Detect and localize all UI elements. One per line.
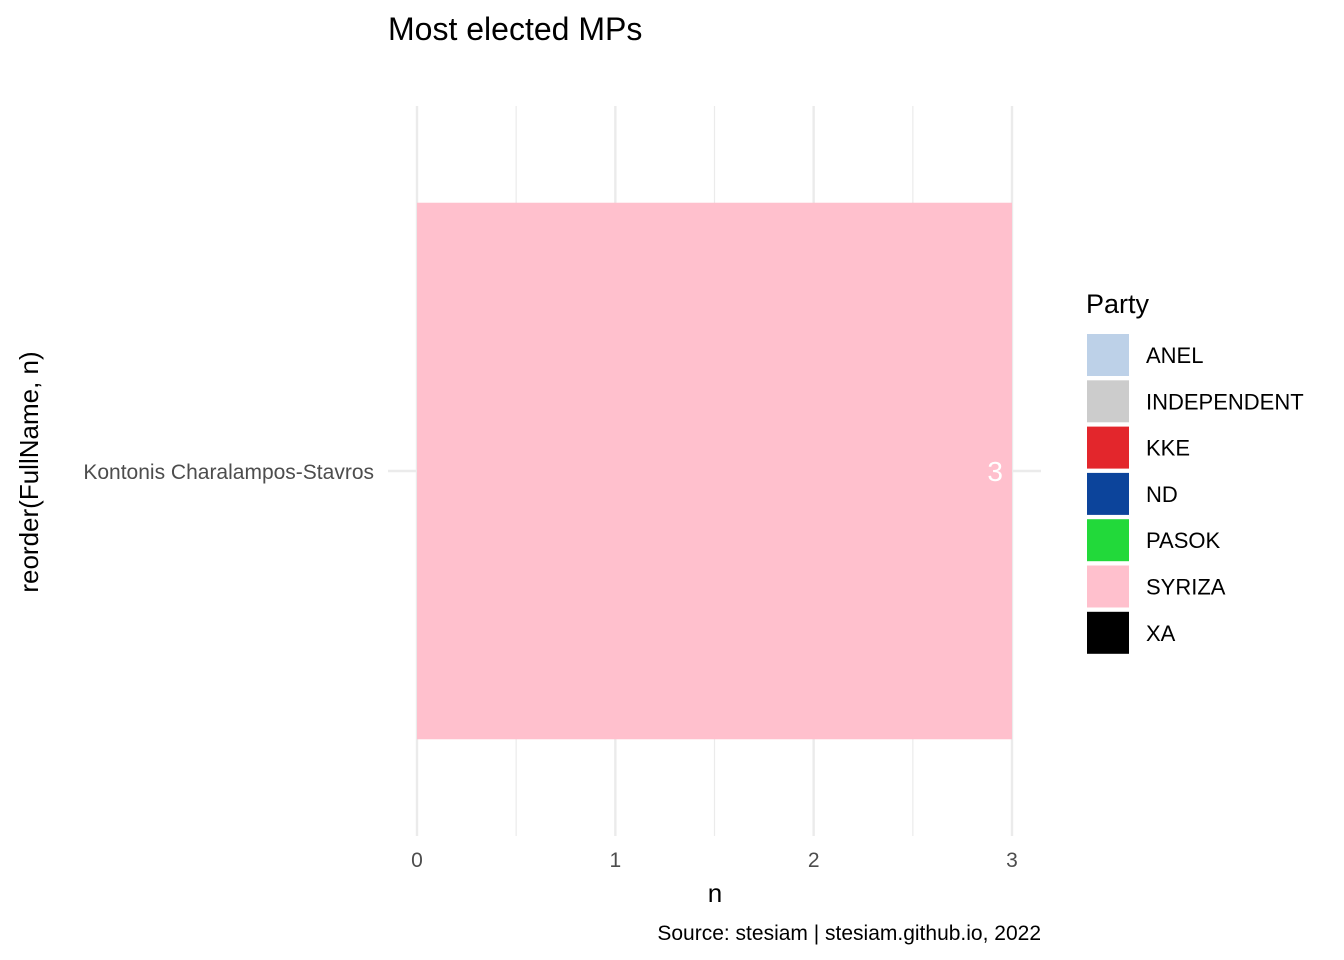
- legend-label: INDEPENDENT: [1146, 389, 1304, 414]
- legend-label: ND: [1146, 482, 1178, 507]
- caption: Source: stesiam | stesiam.github.io, 202…: [657, 922, 1041, 945]
- legend-key: [1087, 519, 1129, 562]
- data-labels: 3: [987, 456, 1003, 487]
- legend-label: ANEL: [1146, 343, 1203, 368]
- legend: Party ANEL INDEPENDENT KKE ND PASOK SYRIZA XA: [1086, 289, 1304, 654]
- x-axis-title: n: [708, 878, 722, 908]
- legend-title: Party: [1086, 289, 1150, 319]
- x-tick-label: 2: [808, 849, 820, 872]
- legend-key: [1087, 472, 1129, 515]
- legend-label: PASOK: [1146, 528, 1221, 553]
- chart-title: Most elected MPs: [388, 11, 642, 47]
- legend-key: [1087, 611, 1129, 654]
- bar: [417, 202, 1012, 740]
- legend-label: XA: [1146, 621, 1176, 646]
- legend-label: SYRIZA: [1146, 575, 1226, 600]
- axes: Kontonis Charalampos-Stavros 0 1 2 3: [83, 461, 1017, 872]
- x-tick-label: 0: [411, 849, 423, 872]
- legend-key: [1087, 565, 1129, 608]
- legend-label: KKE: [1146, 436, 1190, 461]
- bars: [417, 202, 1012, 740]
- x-tick-label: 1: [609, 849, 621, 872]
- y-axis-title: reorder(FullName, n): [14, 351, 44, 592]
- legend-items: ANEL INDEPENDENT KKE ND PASOK SYRIZA XA: [1087, 334, 1304, 654]
- x-tick-label: 3: [1006, 849, 1018, 872]
- data-label: 3: [987, 456, 1003, 487]
- legend-key: [1087, 380, 1129, 423]
- legend-key: [1087, 334, 1129, 376]
- legend-key: [1087, 426, 1129, 469]
- y-tick-label: Kontonis Charalampos-Stavros: [83, 461, 374, 484]
